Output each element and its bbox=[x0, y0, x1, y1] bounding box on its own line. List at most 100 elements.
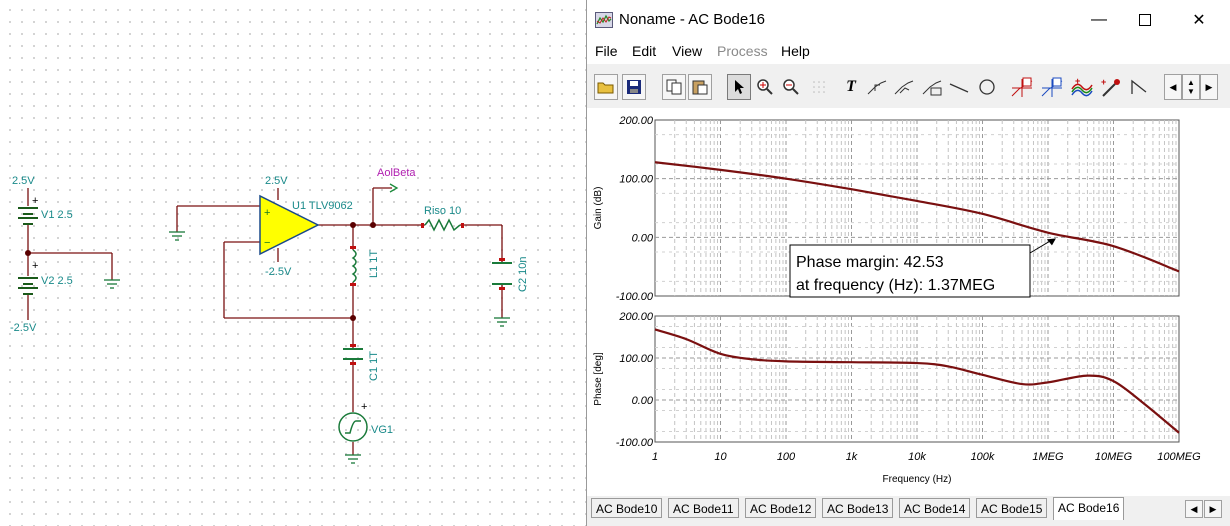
v2-bottom-voltage-label: -2.5V bbox=[10, 322, 37, 334]
x-tick-label: 10MEG bbox=[1095, 451, 1133, 463]
tab-ac-bode15[interactable]: AC Bode15 bbox=[976, 498, 1048, 518]
menu-process[interactable]: Process bbox=[717, 43, 768, 59]
menu-edit[interactable]: Edit bbox=[632, 43, 657, 59]
tab-scroll-left-icon: ◀ bbox=[1190, 503, 1198, 514]
y-tick-label: 0.00 bbox=[632, 232, 654, 244]
step-button[interactable] bbox=[1127, 74, 1151, 100]
add-curve-icon: + bbox=[1071, 77, 1093, 97]
bode-window: Noname - AC Bode16 — ✕ File Edit View Pr… bbox=[586, 0, 1230, 526]
text-tool-icon: T bbox=[846, 78, 856, 95]
line-tool-icon bbox=[949, 83, 969, 93]
copy-icon bbox=[666, 79, 682, 95]
app-icon bbox=[595, 12, 613, 28]
paste-button[interactable] bbox=[688, 74, 712, 100]
grid-icon bbox=[813, 81, 825, 93]
save-icon bbox=[627, 80, 641, 94]
toolbar: T + + ◀ bbox=[587, 68, 1230, 108]
cursor-b-icon bbox=[1041, 77, 1063, 97]
y-tick-label: 200.00 bbox=[618, 115, 654, 127]
probe-label: AolBeta bbox=[377, 167, 416, 179]
maximize-icon bbox=[1139, 14, 1151, 26]
minimize-icon: — bbox=[1091, 11, 1107, 28]
tab-scroll-right-button[interactable]: ▶ bbox=[1204, 500, 1222, 518]
menu-file[interactable]: File bbox=[595, 43, 618, 59]
tab-ac-bode10[interactable]: AC Bode10 bbox=[591, 498, 663, 518]
title-bar[interactable]: Noname - AC Bode16 — ✕ bbox=[587, 0, 1230, 40]
marker-b-button[interactable] bbox=[892, 74, 916, 100]
copy-button[interactable] bbox=[662, 74, 686, 100]
tab-bar: AC Bode10 AC Bode11 AC Bode12 AC Bode13 … bbox=[587, 496, 1230, 526]
y-tick-label: 100.00 bbox=[619, 353, 654, 365]
opamp-minus-pin: − bbox=[264, 237, 270, 249]
minimize-button[interactable]: — bbox=[1076, 0, 1122, 40]
line-marker-a-icon bbox=[867, 80, 887, 95]
l1-label: L1 1T bbox=[368, 250, 380, 278]
scroll-right-icon: ▶ bbox=[1205, 81, 1213, 92]
zoom-100-icon bbox=[783, 79, 799, 95]
select-button[interactable] bbox=[727, 74, 751, 100]
opamp-label: U1 TLV9062 bbox=[292, 200, 353, 212]
cursor-a-icon bbox=[1011, 77, 1033, 97]
save-button[interactable] bbox=[622, 74, 646, 100]
scroll-left-button[interactable]: ◀ bbox=[1164, 74, 1182, 100]
x-tick-label: 1k bbox=[846, 451, 858, 463]
tab-ac-bode16[interactable]: AC Bode16 bbox=[1053, 497, 1125, 520]
menu-help[interactable]: Help bbox=[781, 43, 810, 59]
x-tick-label: 10k bbox=[908, 451, 926, 463]
schematic-canvas[interactable]: 2.5V V1 2.5 V2 2.5 -2.5V + + 2.5V -2.5V … bbox=[0, 0, 586, 526]
add-curve-button[interactable]: + bbox=[1070, 74, 1094, 100]
c1-label: C1 1T bbox=[368, 351, 380, 381]
y-tick-label: 100.00 bbox=[619, 174, 654, 186]
opamp-neg-supply-label: -2.5V bbox=[265, 266, 292, 278]
opamp-plus-pin: + bbox=[264, 207, 270, 219]
y-tick-label: 0.00 bbox=[632, 395, 654, 407]
tab-scroll-right-icon: ▶ bbox=[1209, 503, 1217, 514]
curve-color-button[interactable]: + bbox=[1099, 74, 1123, 100]
text-marker-button[interactable] bbox=[920, 74, 944, 100]
cursor-a-button[interactable] bbox=[1010, 74, 1034, 100]
marker-a-button[interactable] bbox=[865, 74, 889, 100]
y-tick-label: -100.00 bbox=[616, 291, 654, 303]
annotation-arrowhead bbox=[1046, 238, 1056, 246]
x-tick-label: 1MEG bbox=[1032, 451, 1064, 463]
tab-ac-bode14[interactable]: AC Bode14 bbox=[899, 498, 971, 518]
bode-plot-area[interactable]: 200.00 100.00 0.00 -100.00 Gain (dB) 200.00 10… bbox=[587, 108, 1230, 496]
scroll-updown-icon: ▲ ▼ bbox=[1187, 78, 1195, 96]
open-button[interactable] bbox=[594, 74, 618, 100]
menu-bar: File Edit View Process Help bbox=[587, 40, 1230, 64]
menu-view[interactable]: View bbox=[672, 43, 703, 59]
phase-curve bbox=[654, 328, 1180, 434]
x-tick-label: 100 bbox=[777, 451, 796, 463]
x-tick-label: 100k bbox=[971, 451, 995, 463]
line-tool-button[interactable] bbox=[947, 74, 971, 100]
v1-plus-sign: + bbox=[32, 195, 38, 207]
tab-scroll-left-button[interactable]: ◀ bbox=[1185, 500, 1203, 518]
c2-label: C2 10n bbox=[517, 257, 529, 292]
select-pointer-icon bbox=[735, 80, 744, 94]
annotation-line2: at frequency (Hz): 1.37MEG bbox=[796, 277, 995, 294]
maximize-button[interactable] bbox=[1122, 0, 1168, 40]
vg1-label: VG1 bbox=[371, 424, 393, 436]
vg1-plus-sign: + bbox=[361, 401, 367, 413]
y-axis-label: Phase [deg] bbox=[593, 352, 604, 406]
zoom-in-button[interactable] bbox=[753, 74, 777, 100]
close-button[interactable]: ✕ bbox=[1176, 0, 1222, 40]
cursor-b-button[interactable] bbox=[1040, 74, 1064, 100]
grid-button[interactable] bbox=[807, 74, 831, 100]
x-axis-label: Frequency (Hz) bbox=[883, 474, 952, 485]
zoom-100-button[interactable] bbox=[779, 74, 803, 100]
circle-tool-button[interactable] bbox=[975, 74, 999, 100]
text-tool-button[interactable]: T bbox=[839, 74, 863, 100]
zoom-in-icon bbox=[757, 79, 773, 95]
tab-ac-bode11[interactable]: AC Bode11 bbox=[668, 498, 739, 518]
scroll-updown-button[interactable]: ▲ ▼ bbox=[1182, 74, 1200, 100]
y-tick-label: 200.00 bbox=[618, 311, 654, 323]
tab-ac-bode12[interactable]: AC Bode12 bbox=[745, 498, 817, 518]
curve-color-icon: + bbox=[1101, 77, 1120, 97]
text-marker-icon bbox=[922, 80, 942, 96]
scroll-right-button[interactable]: ▶ bbox=[1200, 74, 1218, 100]
v1-label: V1 2.5 bbox=[41, 209, 73, 221]
scroll-left-icon: ◀ bbox=[1169, 81, 1177, 92]
tab-ac-bode13[interactable]: AC Bode13 bbox=[822, 498, 894, 518]
